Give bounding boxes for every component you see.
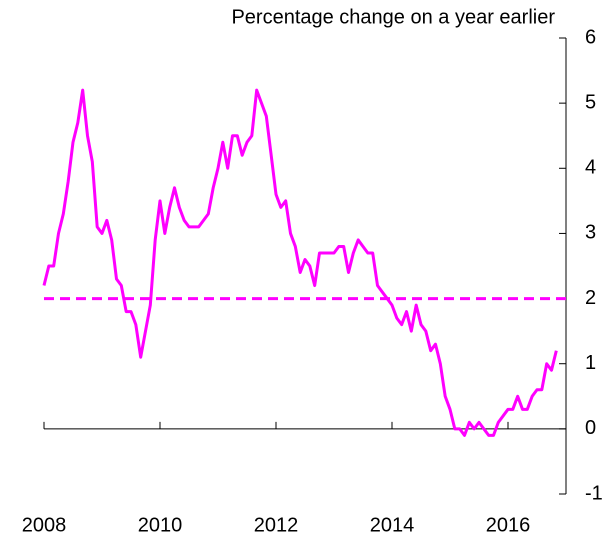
x-tick-label: 2008 — [22, 514, 67, 536]
y-tick-label: 5 — [585, 91, 596, 113]
y-tick-label: 1 — [585, 352, 596, 374]
y-tick-label: -1 — [585, 482, 603, 504]
x-tick-label: 2012 — [254, 514, 299, 536]
chart-title: Percentage change on a year earlier — [231, 6, 555, 28]
x-tick-label: 2016 — [486, 514, 531, 536]
y-tick-label: 0 — [585, 417, 596, 439]
y-tick-label: 4 — [585, 157, 596, 179]
series-line — [42, 88, 558, 437]
x-tick-label: 2014 — [370, 514, 415, 536]
y-tick-label: 6 — [585, 26, 596, 48]
x-tick-label: 2010 — [138, 514, 183, 536]
y-tick-label: 3 — [585, 222, 596, 244]
y-tick-label: 2 — [585, 287, 596, 309]
